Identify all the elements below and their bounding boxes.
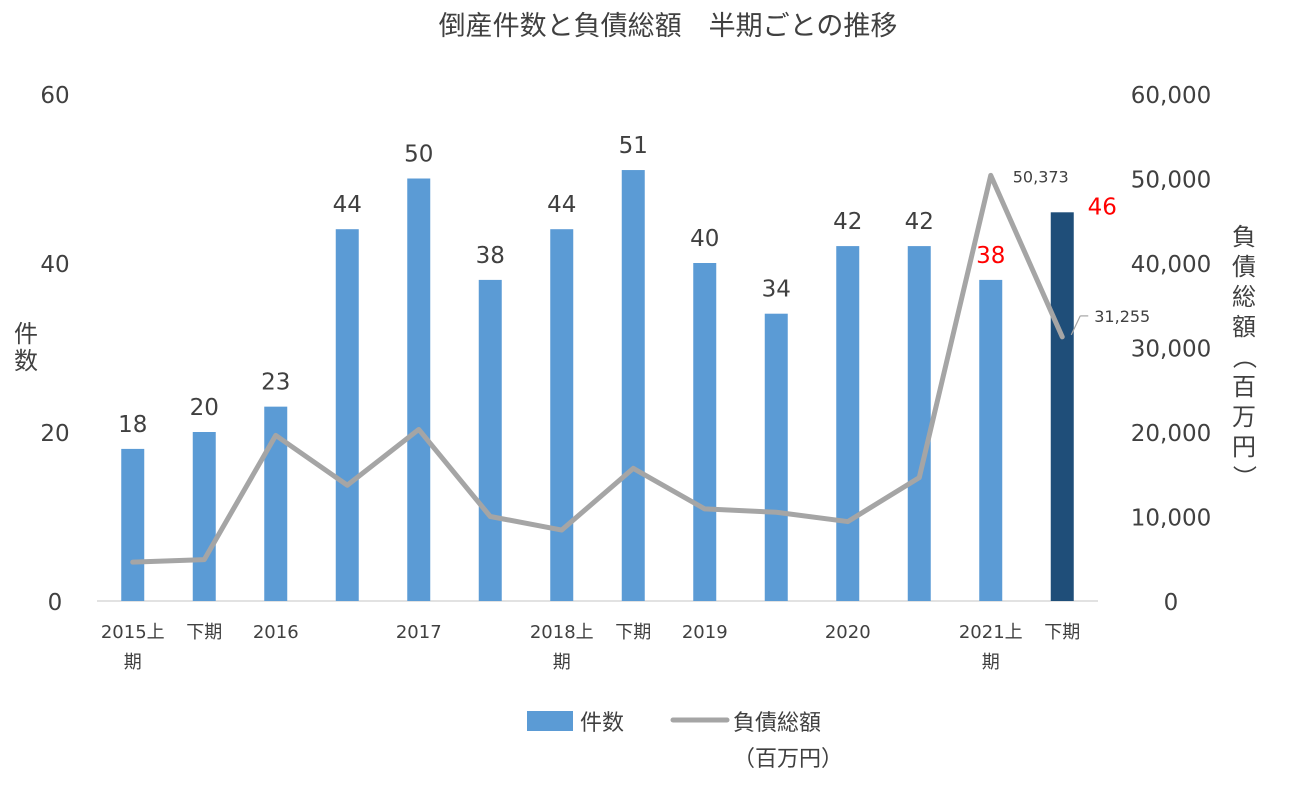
bar (979, 279, 1003, 601)
bar-value-label: 34 (762, 277, 791, 303)
bar (621, 170, 645, 602)
bar (550, 229, 574, 601)
left-axis-title-char: 数 (14, 347, 38, 375)
right-tick-label: 0 (1164, 590, 1179, 616)
bar (478, 279, 502, 601)
x-tick-label: 2017 (396, 622, 442, 643)
bar (335, 229, 359, 601)
x-tick-label: 2019 (682, 622, 728, 643)
right-axis-title-char: 総 (1232, 283, 1256, 311)
x-tick-label: 2020 (825, 622, 871, 643)
bar-value-label: 38 (476, 243, 505, 269)
bar (121, 448, 145, 601)
bar (693, 263, 717, 601)
right-axis-title-char: 額 (1232, 313, 1256, 341)
x-tick-label: 2015上 (101, 622, 165, 643)
x-tick-label: 下期 (1044, 622, 1080, 643)
bar-value-labels: 18 20 23 44 50 38 44 51 40 34 42 42 38 46 (118, 133, 1117, 438)
bar (192, 432, 216, 601)
bar-value-label: 18 (118, 412, 147, 438)
left-y-axis: 0 20 40 60 (40, 83, 69, 616)
left-tick-label: 40 (40, 252, 69, 278)
right-axis-title-char: ） (1230, 465, 1258, 489)
x-tick-label: 2016 (253, 622, 299, 643)
bar-value-label: 42 (905, 209, 934, 235)
bar-value-label: 50 (404, 142, 433, 168)
left-tick-label: 60 (40, 83, 69, 109)
x-tick-label: 期 (553, 652, 571, 673)
left-axis-title: 件数 (14, 320, 38, 375)
right-axis-title-char: 円 (1232, 433, 1256, 461)
right-axis-title-char: 債 (1232, 253, 1256, 281)
legend-line-label: 負債総額 (733, 711, 821, 736)
bar (907, 246, 931, 601)
bar-value-label: 46 (1088, 194, 1117, 220)
right-tick-label: 10,000 (1131, 506, 1211, 532)
bar-value-label: 20 (190, 395, 219, 421)
bar-value-label: 44 (333, 192, 362, 218)
right-axis-title-char: （ (1230, 345, 1258, 369)
bar (264, 406, 288, 601)
bar (836, 246, 860, 601)
line-series (130, 172, 1065, 565)
left-tick-label: 0 (48, 590, 63, 616)
bar-value-label: 40 (690, 226, 719, 252)
line-path (130, 172, 1065, 565)
bar (764, 313, 788, 601)
line-point-label: 50,373 (1013, 167, 1069, 186)
left-tick-label: 20 (40, 421, 69, 447)
right-tick-label: 60,000 (1131, 83, 1211, 109)
right-axis-title-char: 負 (1232, 223, 1256, 251)
x-tick-label: 期 (124, 652, 142, 673)
right-tick-label: 30,000 (1131, 337, 1211, 363)
x-tick-label: 下期 (615, 622, 651, 643)
bar (1050, 212, 1074, 602)
right-tick-label: 40,000 (1131, 252, 1211, 278)
bar-value-label: 23 (261, 370, 290, 396)
bar-series (121, 170, 1074, 602)
legend-line-label-unit: （百万円） (733, 747, 843, 772)
bar-value-label: 51 (619, 133, 648, 159)
line-point-labels: 50,373 31,255 (1013, 167, 1150, 336)
legend: 件数 負債総額 （百万円） (527, 711, 843, 772)
legend-bar-label: 件数 (580, 711, 624, 736)
right-tick-label: 50,000 (1131, 168, 1211, 194)
bar-value-label: 44 (547, 192, 576, 218)
line-point-label: 31,255 (1094, 307, 1150, 326)
x-tick-label: 2018上 (530, 622, 594, 643)
right-axis-title-char: 万 (1232, 403, 1256, 431)
right-tick-label: 20,000 (1131, 421, 1211, 447)
right-axis-title: 負債総額 （ 百万円 ） (1230, 223, 1258, 489)
left-axis-title-char: 件 (14, 320, 38, 348)
right-axis-title-char: 百 (1232, 373, 1256, 401)
bar-value-label: 42 (833, 209, 862, 235)
chart-title: 倒産件数と負債総額 半期ごとの推移 (439, 11, 898, 42)
x-tick-label: 2021上 (959, 622, 1023, 643)
x-tick-label: 期 (982, 652, 1000, 673)
x-tick-label: 下期 (186, 622, 222, 643)
right-y-axis: 0 10,000 20,000 30,000 40,000 50,000 60,000 (1131, 83, 1211, 616)
legend-bar-swatch (527, 711, 573, 731)
bar-value-label: 38 (976, 243, 1005, 269)
bar (407, 178, 431, 601)
line-label-leader (1070, 315, 1081, 336)
